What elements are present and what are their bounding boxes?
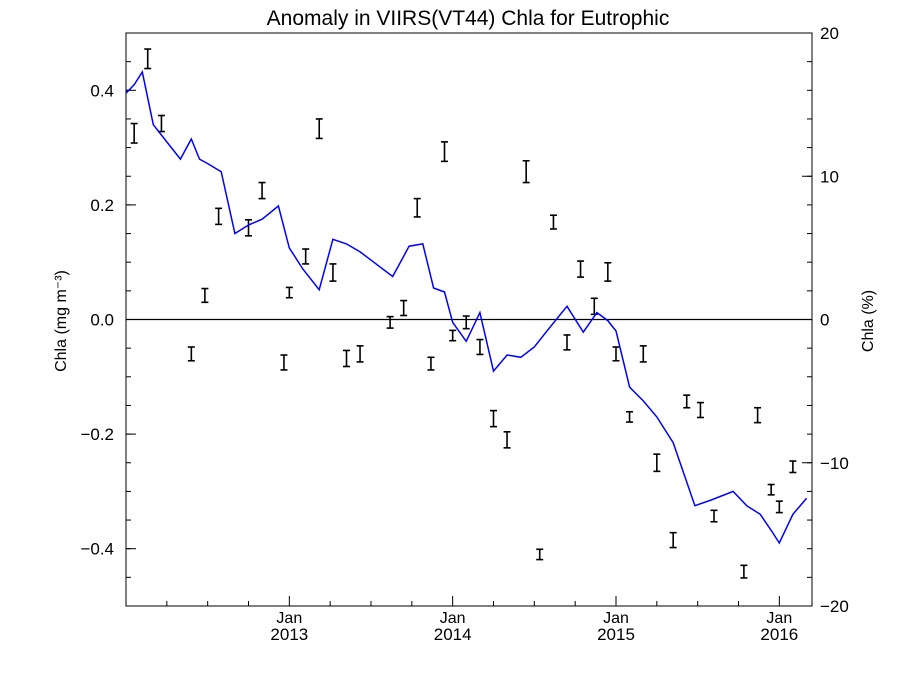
y-tick-label-left: 0.2 bbox=[90, 196, 114, 215]
data-point bbox=[302, 248, 310, 265]
y-tick-label-right: 20 bbox=[820, 24, 839, 43]
data-point bbox=[427, 356, 435, 371]
data-point bbox=[577, 260, 585, 278]
x-tick-label-year: 2016 bbox=[760, 625, 798, 644]
y-tick-label-right: −20 bbox=[820, 597, 849, 616]
data-point bbox=[563, 334, 571, 351]
x-tick-label-month: Jan bbox=[603, 610, 629, 627]
y-tick-label-left: 0.4 bbox=[90, 81, 114, 100]
data-point bbox=[462, 315, 470, 330]
data-point bbox=[740, 564, 748, 579]
data-point bbox=[386, 315, 394, 329]
data-point bbox=[215, 207, 223, 226]
y-axis-label-left: Chla (mg m⁻³) bbox=[53, 270, 70, 372]
data-point bbox=[413, 197, 421, 218]
data-point bbox=[280, 354, 288, 371]
y-tick-label-right: 0 bbox=[820, 311, 829, 330]
data-point bbox=[612, 346, 620, 362]
data-point bbox=[767, 483, 775, 496]
x-tick-label-month: Jan bbox=[440, 610, 466, 627]
data-point bbox=[157, 114, 165, 133]
data-point bbox=[604, 261, 612, 282]
y-tick-label-left: −0.4 bbox=[80, 540, 114, 559]
anomaly-series-line bbox=[125, 70, 808, 545]
data-point bbox=[356, 345, 364, 363]
y-tick-label-right: −10 bbox=[820, 454, 849, 473]
data-point bbox=[754, 406, 762, 424]
data-point bbox=[476, 338, 484, 356]
data-point bbox=[590, 297, 598, 316]
data-point bbox=[329, 263, 337, 282]
x-tick-label-year: 2014 bbox=[434, 625, 472, 644]
x-tick-label-month: Jan bbox=[276, 610, 302, 627]
x-tick-label-month: Jan bbox=[766, 610, 792, 627]
data-point bbox=[536, 548, 544, 561]
y-axis-label-right: Chla (%) bbox=[860, 290, 877, 352]
data-point bbox=[144, 48, 152, 70]
data-point bbox=[343, 349, 350, 368]
y-tick-label-left: 0.0 bbox=[90, 311, 114, 330]
data-point bbox=[201, 287, 209, 304]
data-point bbox=[441, 141, 448, 163]
data-point bbox=[449, 329, 457, 342]
data-point bbox=[490, 409, 497, 428]
data-point bbox=[696, 401, 704, 419]
data-point bbox=[639, 345, 647, 363]
data-point bbox=[187, 346, 195, 362]
data-point bbox=[669, 531, 677, 549]
x-tick-label-year: 2013 bbox=[270, 625, 308, 644]
data-point bbox=[549, 214, 557, 230]
data-point bbox=[626, 410, 634, 423]
data-point bbox=[522, 159, 530, 184]
y-tick-label-left: −0.2 bbox=[80, 425, 114, 444]
data-point bbox=[130, 122, 138, 144]
chart-title: Anomaly in VIIRS(VT44) Chla for Eutrophi… bbox=[267, 7, 670, 30]
x-tick-label-year: 2015 bbox=[597, 625, 635, 644]
data-point bbox=[789, 460, 797, 474]
data-point bbox=[653, 453, 661, 473]
data-point bbox=[775, 500, 783, 514]
axis-ticks: 0.40.20.0−0.2−0.420100−10−20Jan2013Jan20… bbox=[80, 24, 848, 644]
data-point bbox=[503, 431, 511, 449]
data-point bbox=[315, 118, 323, 140]
data-point bbox=[710, 509, 718, 523]
data-point bbox=[245, 218, 252, 237]
data-point bbox=[285, 286, 293, 299]
data-point bbox=[400, 299, 408, 317]
data-point bbox=[258, 181, 266, 200]
error-points bbox=[130, 48, 797, 579]
data-point bbox=[683, 394, 691, 409]
y-tick-label-right: 10 bbox=[820, 167, 839, 186]
